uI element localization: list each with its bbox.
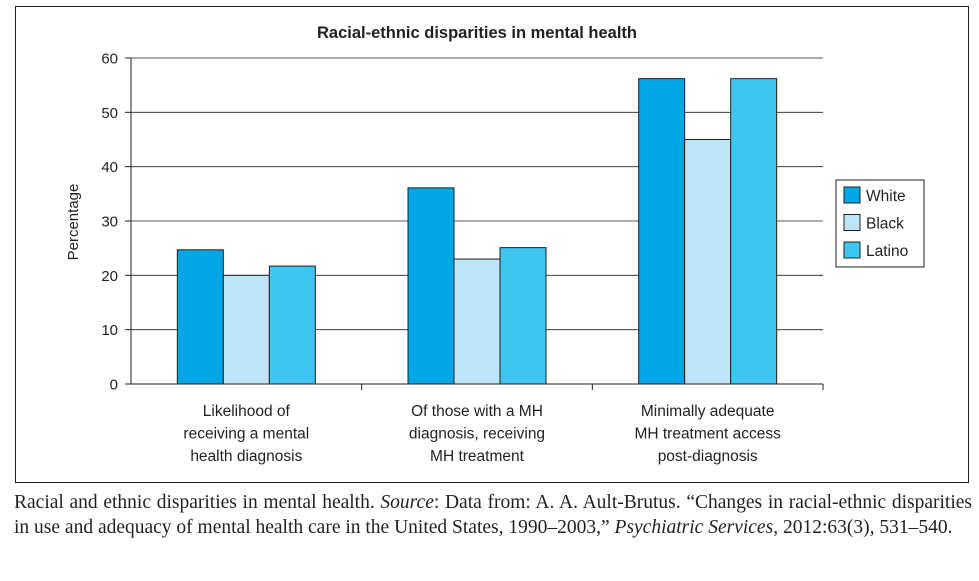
x-category-label: Likelihood of xyxy=(203,403,291,420)
bar-white xyxy=(407,187,455,385)
bar-latino xyxy=(268,265,316,385)
bar-black xyxy=(222,274,270,385)
x-category-label: MH treatment xyxy=(430,448,525,465)
x-category-label: post-diagnosis xyxy=(658,448,758,465)
legend-label-latino: Latino xyxy=(866,243,908,260)
legend-label-black: Black xyxy=(866,216,904,233)
figure-caption: Racial and ethnic disparities in mental … xyxy=(14,490,972,540)
x-category-label: MH treatment access xyxy=(634,426,781,443)
bar-latino xyxy=(730,78,778,385)
caption-source-label: Source xyxy=(380,492,434,513)
y-tick-label: 20 xyxy=(101,268,118,285)
x-category-label: Minimally adequate xyxy=(641,403,775,420)
bar-white xyxy=(638,78,686,385)
caption-citation: : Data from: A. A. Ault-Brutus. “Changes… xyxy=(14,492,973,538)
caption-reference: , 2012:63(3), 531–540. xyxy=(773,517,953,538)
y-tick-label: 10 xyxy=(101,322,118,339)
x-category-label: health diagnosis xyxy=(190,448,302,465)
bar-chart: Racial-ethnic disparities in mental heal… xyxy=(65,24,925,465)
legend-swatch-white xyxy=(843,186,861,204)
y-tick-label: 30 xyxy=(101,214,118,231)
legend-swatch-black xyxy=(843,214,861,231)
bar-white xyxy=(176,249,224,385)
x-tick-labels: Likelihood of receiving a mental health di… xyxy=(183,403,781,465)
axes xyxy=(125,57,824,390)
chart-title: Racial-ethnic disparities in mental heal… xyxy=(317,24,637,42)
x-category-label: diagnosis, receiving xyxy=(409,426,545,443)
caption-journal: Psychiatric Services xyxy=(614,517,774,538)
bars xyxy=(176,78,778,385)
bar-black xyxy=(453,258,501,385)
x-category-label: receiving a mental xyxy=(183,426,309,443)
caption-text: Racial and ethnic disparities in mental … xyxy=(14,492,381,513)
y-tick-label: 40 xyxy=(101,159,118,176)
legend: White Black Latino xyxy=(835,179,925,268)
y-tick-label: 60 xyxy=(101,51,118,68)
bar-latino xyxy=(499,247,547,385)
y-tick-label: 0 xyxy=(110,377,118,394)
y-tick-labels: 0 10 20 30 40 50 60 xyxy=(101,51,118,394)
bar-black xyxy=(684,139,732,385)
legend-swatch-latino xyxy=(843,241,861,259)
chart-frame xyxy=(15,6,969,483)
x-category-label: Of those with a MH xyxy=(411,403,543,420)
legend-label-white: White xyxy=(866,188,906,205)
y-tick-label: 50 xyxy=(101,105,118,122)
y-axis-label: Percentage xyxy=(65,184,82,261)
